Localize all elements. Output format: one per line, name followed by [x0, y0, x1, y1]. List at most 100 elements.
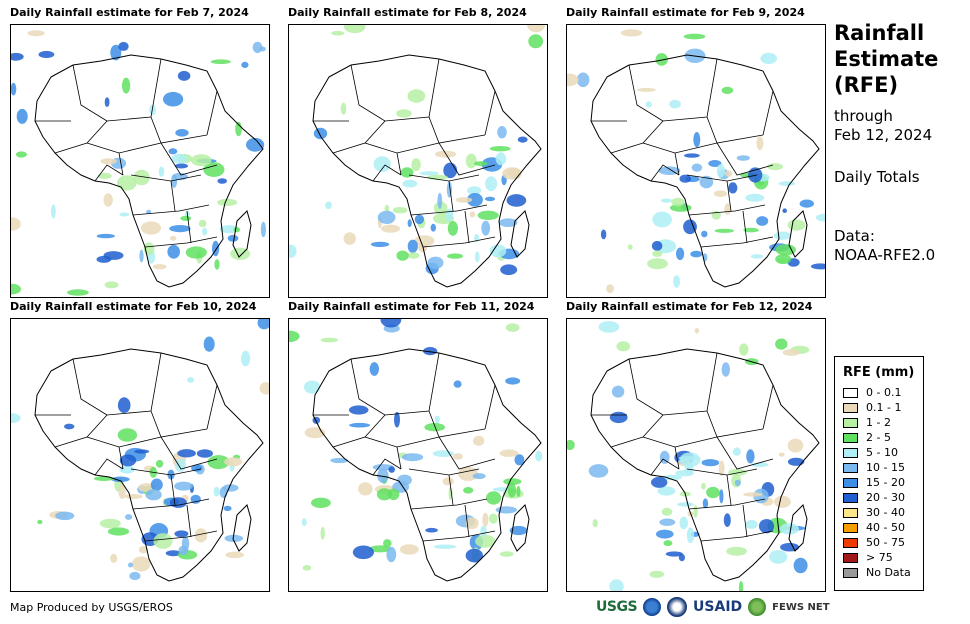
country-border: [94, 164, 124, 182]
rainfall-area: [289, 244, 297, 258]
rainfall-area: [202, 227, 208, 236]
country-border: [332, 414, 386, 448]
country-border: [186, 210, 192, 244]
country-border: [364, 142, 440, 154]
rainfall-area: [259, 382, 269, 395]
rainfall-area: [509, 525, 528, 536]
rainfall-area: [600, 229, 607, 240]
rainfall-area: [175, 129, 189, 137]
country-border: [742, 504, 748, 538]
country-border: [484, 90, 496, 136]
country-border: [94, 458, 124, 476]
map-drawing: [567, 29, 825, 294]
rainfall-area: [174, 530, 189, 538]
rainfall-area: [396, 109, 412, 118]
map-drawing: [289, 319, 543, 582]
rainfall-area: [778, 452, 785, 457]
legend-item: No Data: [843, 565, 923, 580]
rainfall-area: [117, 428, 138, 442]
rainfall-area: [402, 179, 418, 188]
rainfall-area: [51, 204, 56, 219]
main-title-line3: (RFE): [834, 73, 899, 97]
rainfall-area: [430, 223, 436, 232]
rainfall-area: [400, 167, 414, 178]
rainfall-area: [407, 219, 412, 228]
country-border: [144, 530, 218, 542]
rainfall-area: [117, 397, 131, 414]
legend-swatch: [843, 432, 858, 443]
country-border: [726, 474, 732, 506]
fews-net-logo: FEWS NET: [772, 601, 830, 613]
rainfall-area: [104, 97, 110, 107]
rainfall-area: [651, 240, 663, 251]
country-border: [186, 504, 192, 538]
rainfall-area: [348, 405, 369, 415]
rainfall-area: [210, 59, 231, 64]
rainfall-area: [67, 289, 89, 296]
country-border: [700, 530, 774, 542]
rainfall-area: [774, 495, 791, 508]
rainfall-area: [499, 551, 514, 557]
rainfall-area: [425, 527, 438, 533]
legend-label: 40 - 50: [866, 521, 905, 534]
country-border: [742, 210, 748, 244]
rainfall-area: [746, 449, 755, 464]
country-border: [384, 58, 440, 122]
rainfall-area: [469, 211, 476, 218]
rainfall-area: [11, 52, 24, 61]
legend-label: No Data: [866, 566, 911, 579]
rainfall-area: [384, 204, 390, 213]
legend-label: 10 - 15: [866, 461, 905, 474]
rainfall-area: [787, 438, 804, 453]
country-border: [410, 204, 488, 216]
rainfall-area: [690, 250, 703, 258]
rainfall-map: [566, 24, 826, 298]
madagascar-outline: [510, 210, 530, 258]
rainfall-area: [655, 53, 668, 66]
totals-label: Daily Totals: [834, 168, 920, 186]
rainfall-area: [775, 244, 796, 256]
rainfall-area: [793, 557, 808, 574]
rainfall-area: [240, 350, 251, 367]
rainfall-area: [669, 99, 681, 109]
rainfall-area: [745, 193, 765, 202]
rainfall-area: [678, 456, 699, 461]
rainfall-area: [477, 210, 499, 220]
rainfall-area: [782, 349, 800, 356]
rainfall-area: [97, 172, 112, 179]
country-border: [438, 436, 496, 470]
rainfall-area: [138, 546, 149, 554]
rainfall-area: [128, 562, 133, 568]
rainfall-area: [775, 254, 792, 265]
through-label: through: [834, 107, 893, 125]
rainfall-area: [739, 343, 749, 356]
rainfall-area: [714, 228, 735, 233]
rainfall-area: [482, 512, 489, 527]
rainfall-area: [528, 34, 544, 49]
rainfall-area: [588, 464, 609, 478]
country-border: [350, 64, 386, 122]
rainfall-area: [505, 377, 521, 385]
rainfall-area: [453, 380, 462, 388]
country-border: [144, 236, 218, 248]
rainfall-area: [732, 447, 741, 456]
legend-label: 30 - 40: [866, 506, 905, 519]
rainfall-map: [10, 318, 270, 592]
rainfall-area: [684, 153, 700, 158]
rainfall-area: [55, 511, 75, 521]
rainfall-area: [304, 380, 321, 394]
rainfall-area: [213, 486, 220, 497]
rainfall-area: [799, 199, 814, 208]
legend-label: 0.1 - 1: [866, 401, 902, 414]
country-border: [716, 436, 774, 470]
rainfall-area: [505, 323, 520, 332]
rainfall-area: [678, 553, 685, 562]
legend-label: 2 - 5: [866, 431, 891, 444]
rainfall-area: [133, 169, 150, 186]
country-border: [364, 436, 440, 448]
rainfall-area: [645, 101, 652, 108]
rainfall-area: [311, 497, 331, 508]
rainfall-area: [567, 73, 579, 87]
rainfall-area: [118, 483, 126, 499]
rainfall-area: [219, 486, 228, 499]
